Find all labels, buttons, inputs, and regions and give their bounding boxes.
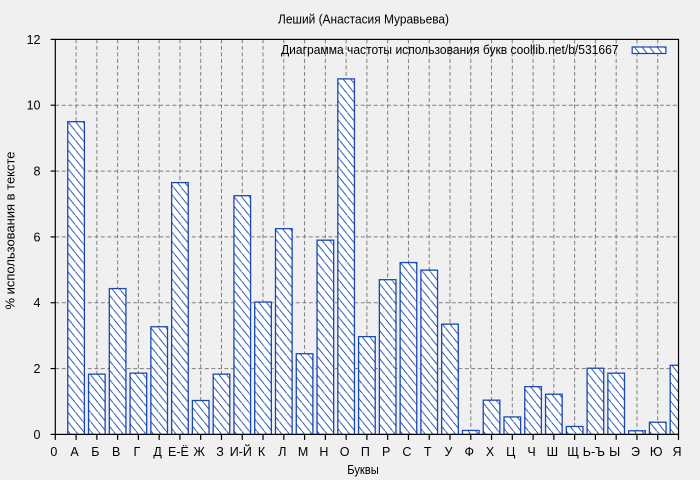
svg-text:Р: Р — [382, 445, 390, 459]
svg-text:Д: Д — [153, 445, 162, 459]
svg-text:Ь-Ъ: Ь-Ъ — [583, 445, 605, 459]
svg-text:Б: Б — [91, 445, 99, 459]
svg-text:У: У — [445, 445, 453, 459]
svg-text:0: 0 — [50, 445, 57, 459]
svg-text:Л: Л — [278, 445, 286, 459]
svg-text:Ч: Ч — [527, 445, 535, 459]
svg-text:Г: Г — [133, 445, 140, 459]
svg-text:Ж: Ж — [193, 445, 205, 459]
svg-text:Ц: Ц — [506, 445, 516, 459]
svg-text:Щ: Щ — [567, 445, 579, 459]
svg-text:Е-Ё: Е-Ё — [168, 445, 189, 459]
svg-text:Э: Э — [631, 445, 640, 459]
svg-text:З: З — [216, 445, 224, 459]
svg-text:Ю: Ю — [650, 445, 663, 459]
svg-text:П: П — [361, 445, 370, 459]
svg-text:8: 8 — [34, 165, 41, 179]
svg-text:Диаграмма частоты использовани: Диаграмма частоты использования букв coo… — [281, 43, 619, 57]
svg-text:К: К — [258, 445, 266, 459]
svg-text:Буквы: Буквы — [347, 463, 379, 477]
svg-text:6: 6 — [34, 230, 41, 244]
svg-text:Н: Н — [319, 445, 328, 459]
svg-text:Леший (Анастасия Муравьева): Леший (Анастасия Муравьева) — [278, 12, 449, 27]
svg-text:Я: Я — [672, 445, 681, 459]
svg-text:Х: Х — [486, 445, 495, 459]
svg-text:Ш: Ш — [547, 445, 558, 459]
svg-text:Т: Т — [424, 445, 432, 459]
svg-text:И-Й: И-Й — [230, 444, 252, 459]
svg-text:% использования в тексте: % использования в тексте — [3, 151, 17, 309]
svg-text:0: 0 — [34, 428, 41, 442]
svg-text:10: 10 — [27, 99, 41, 113]
svg-text:Ы: Ы — [609, 445, 620, 459]
svg-text:2: 2 — [34, 362, 41, 376]
svg-text:А: А — [70, 445, 79, 459]
svg-text:М: М — [298, 445, 308, 459]
svg-text:В: В — [112, 445, 120, 459]
svg-text:О: О — [340, 445, 350, 459]
svg-text:Ф: Ф — [465, 445, 475, 459]
svg-text:12: 12 — [27, 33, 41, 47]
svg-text:С: С — [402, 445, 411, 459]
svg-text:4: 4 — [34, 296, 41, 310]
